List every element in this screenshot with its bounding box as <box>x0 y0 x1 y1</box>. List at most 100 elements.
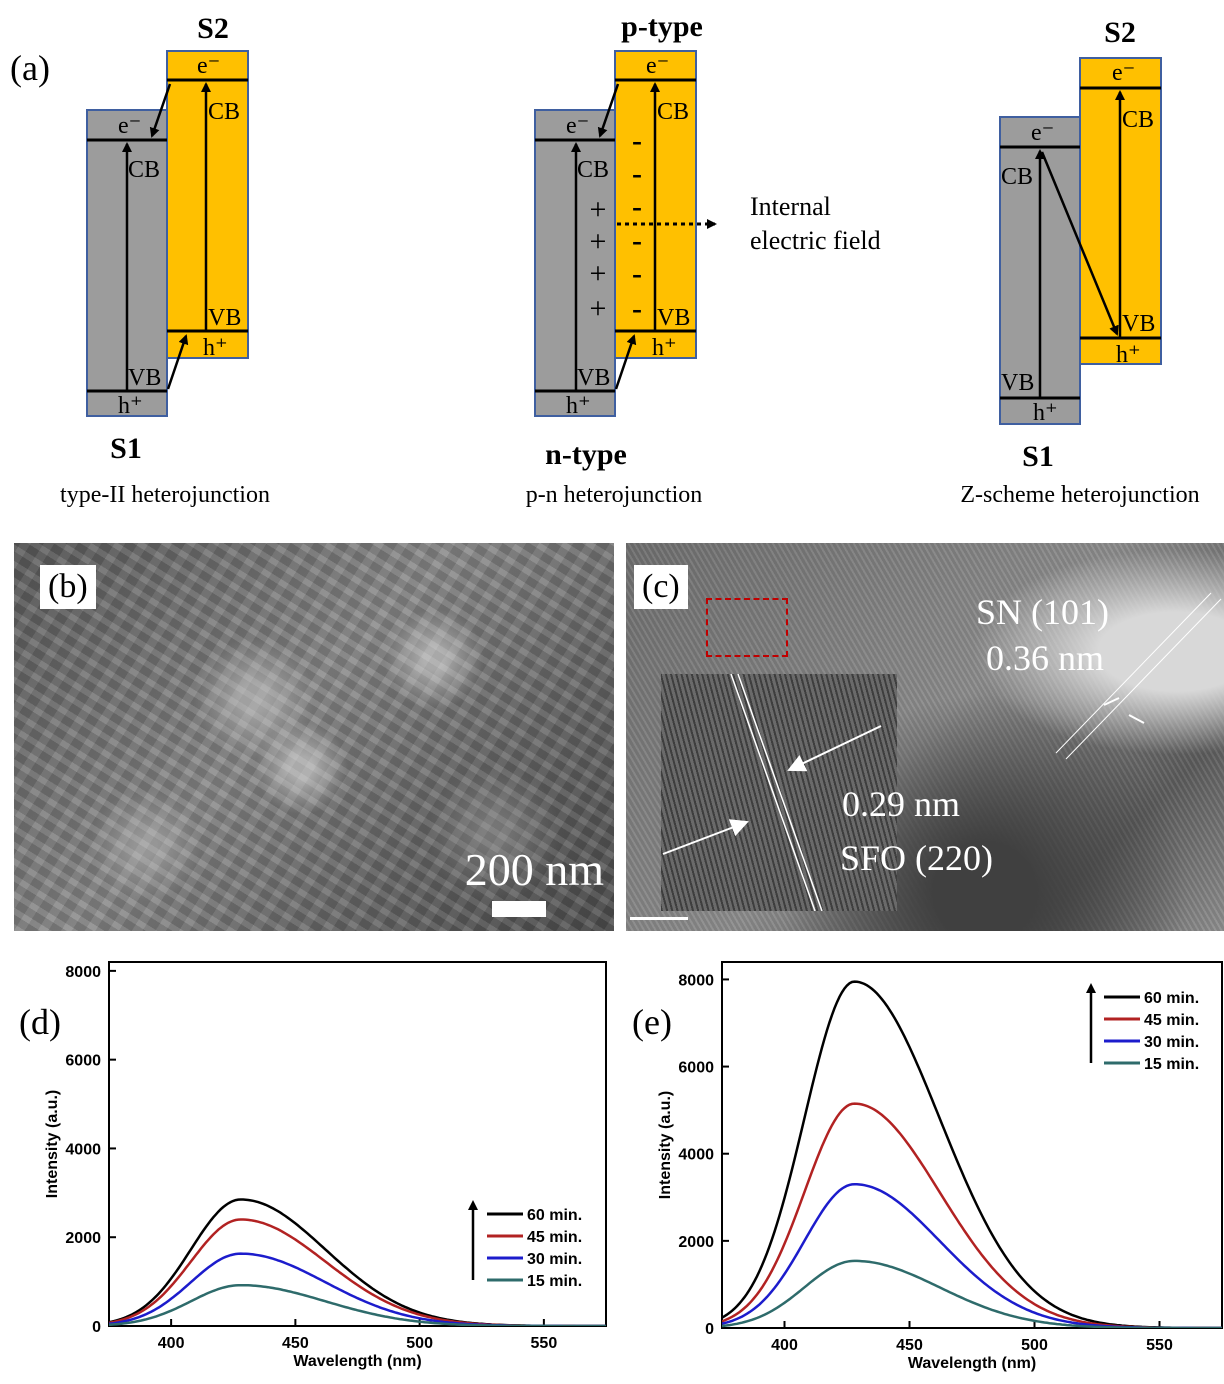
p-n-diagram: e⁻ CB VB h⁺ e⁻ CB VB h⁺ + + + + - - - - … <box>526 10 881 508</box>
s1-label: S1 <box>1022 440 1054 473</box>
svg-text:e⁻: e⁻ <box>566 113 589 139</box>
zoom-region-box <box>706 598 788 657</box>
x-tick-label: 550 <box>531 1335 558 1352</box>
y-tick-label: 6000 <box>65 1053 101 1070</box>
svg-text:h⁺: h⁺ <box>566 393 591 419</box>
svg-text:CB: CB <box>128 157 160 183</box>
svg-text:CB: CB <box>577 157 609 183</box>
x-tick-label: 400 <box>158 1335 185 1352</box>
n-type-label: n-type <box>545 438 627 471</box>
z-scheme-diagram: e⁻ CB VB h⁺ e⁻ CB VB h⁺ S2 S1 Z-scheme h… <box>960 16 1199 508</box>
svg-text:-: - <box>632 190 642 223</box>
plot-frame <box>721 961 1223 1329</box>
y-tick-label: 2000 <box>65 1230 101 1247</box>
legend-entry: 15 min. <box>1144 1056 1199 1073</box>
x-tick-label: 400 <box>771 1337 798 1354</box>
svg-text:h⁺: h⁺ <box>1116 342 1141 368</box>
panel-label: (e) <box>632 1002 672 1042</box>
svg-text:e⁻: e⁻ <box>1031 120 1054 146</box>
panel-a-label: (a) <box>10 48 50 88</box>
s2-label: S2 <box>197 12 229 45</box>
tem-scale-bar <box>630 917 688 920</box>
svg-text:CB: CB <box>657 99 689 125</box>
scale-bar <box>492 901 546 917</box>
x-tick-label: 450 <box>282 1335 309 1352</box>
y-tick-label: 6000 <box>678 1060 714 1077</box>
svg-text:VB: VB <box>128 365 161 391</box>
x-tick-label: 500 <box>1021 1337 1048 1354</box>
svg-text:CB: CB <box>1001 164 1033 190</box>
svg-text:VB: VB <box>577 365 610 391</box>
panel-a: (a) e⁻ CB VB h⁺ e⁻ CB VB h⁺ S2 S1 type-I… <box>0 0 1224 530</box>
y-tick-label: 4000 <box>678 1147 714 1164</box>
series-line-15min <box>722 1259 1222 1328</box>
svg-text:VB: VB <box>208 305 241 331</box>
type-ii-caption: type-II heterojunction <box>60 482 270 508</box>
x-axis-label: Wavelength (nm) <box>293 1353 421 1370</box>
sn-plane-label: SN (101) <box>976 592 1109 632</box>
y-tick-label: 0 <box>705 1321 714 1338</box>
inset-lattice-image <box>661 674 897 911</box>
y-tick-label: 8000 <box>678 972 714 989</box>
legend-entry: 45 min. <box>527 1229 582 1246</box>
s2-label: S2 <box>1104 16 1136 49</box>
svg-text:e⁻: e⁻ <box>118 113 141 139</box>
y-tick-label: 8000 <box>65 964 101 981</box>
svg-text:VB: VB <box>1001 370 1034 396</box>
z-scheme-caption: Z-scheme heterojunction <box>960 482 1199 508</box>
panel-c-label: (c) <box>634 565 688 609</box>
increase-arrowhead <box>1086 983 1096 993</box>
svg-text:h⁺: h⁺ <box>1033 400 1058 426</box>
negative-charges: - - - - - - <box>632 124 642 325</box>
field-label-2: electric field <box>750 226 881 255</box>
s2-band-block <box>166 50 249 359</box>
plot-frame <box>108 961 607 1327</box>
svg-text:h⁺: h⁺ <box>652 335 677 361</box>
svg-text:h⁺: h⁺ <box>118 393 143 419</box>
legend-entry: 15 min. <box>527 1273 582 1290</box>
increase-arrowhead <box>468 1200 478 1210</box>
sn-lattice-marker <box>1055 592 1222 760</box>
legend-entry: 30 min. <box>527 1251 582 1268</box>
p-type-label: p-type <box>621 10 703 43</box>
sfo-spacing-label: 0.29 nm <box>842 784 961 824</box>
sfo-plane-label: SFO (220) <box>840 838 994 878</box>
y-tick-label: 0 <box>92 1319 101 1336</box>
svg-text:+: + <box>590 257 607 290</box>
panel-b-sem-image: (b) 200 nm <box>14 543 614 931</box>
svg-text:+: + <box>590 225 607 258</box>
type-ii-diagram: e⁻ CB VB h⁺ e⁻ CB VB h⁺ S2 S1 type-II he… <box>60 12 270 508</box>
x-tick-label: 500 <box>406 1335 433 1352</box>
svg-text:-: - <box>632 157 642 190</box>
legend-entry: 30 min. <box>1144 1034 1199 1051</box>
legend-entry: 45 min. <box>1144 1012 1199 1029</box>
svg-text:VB: VB <box>1122 311 1155 337</box>
svg-text:-: - <box>632 124 642 157</box>
svg-text:+: + <box>590 292 607 325</box>
sn-spacing-label: 0.36 nm <box>986 638 1105 678</box>
svg-text:-: - <box>632 292 642 325</box>
panel-b-label: (b) <box>40 565 96 609</box>
svg-text:e⁻: e⁻ <box>646 53 669 79</box>
chart-d: 0 2000 4000 6000 8000 400 450 500 550 Wavelength … <box>19 961 607 1370</box>
legend-entry: 60 min. <box>527 1207 582 1224</box>
svg-text:e⁻: e⁻ <box>1112 60 1135 86</box>
svg-text:h⁺: h⁺ <box>203 335 228 361</box>
panel-label: (d) <box>19 1002 61 1042</box>
series-line-15min <box>109 1283 606 1326</box>
legend-entry: 60 min. <box>1144 990 1199 1007</box>
y-tick-label: 2000 <box>678 1234 714 1251</box>
x-tick-label: 550 <box>1146 1337 1173 1354</box>
scale-bar-text: 200 nm <box>464 844 604 895</box>
svg-text:-: - <box>632 257 642 290</box>
x-axis-label: Wavelength (nm) <box>908 1355 1036 1372</box>
band-diagrams: (a) e⁻ CB VB h⁺ e⁻ CB VB h⁺ S2 S1 type-I… <box>10 10 1200 508</box>
svg-text:-: - <box>632 224 642 257</box>
svg-text:VB: VB <box>657 305 690 331</box>
svg-text:+: + <box>590 193 607 226</box>
x-tick-label: 450 <box>896 1337 923 1354</box>
y-tick-label: 4000 <box>65 1141 101 1158</box>
y-axis-label: Intensity (a.u.) <box>657 1091 674 1199</box>
series-line-30min <box>722 1182 1222 1328</box>
panel-c-tem-image: (c) SN (101) 0.36 nm 0.29 nm SFO (220) <box>626 543 1224 931</box>
